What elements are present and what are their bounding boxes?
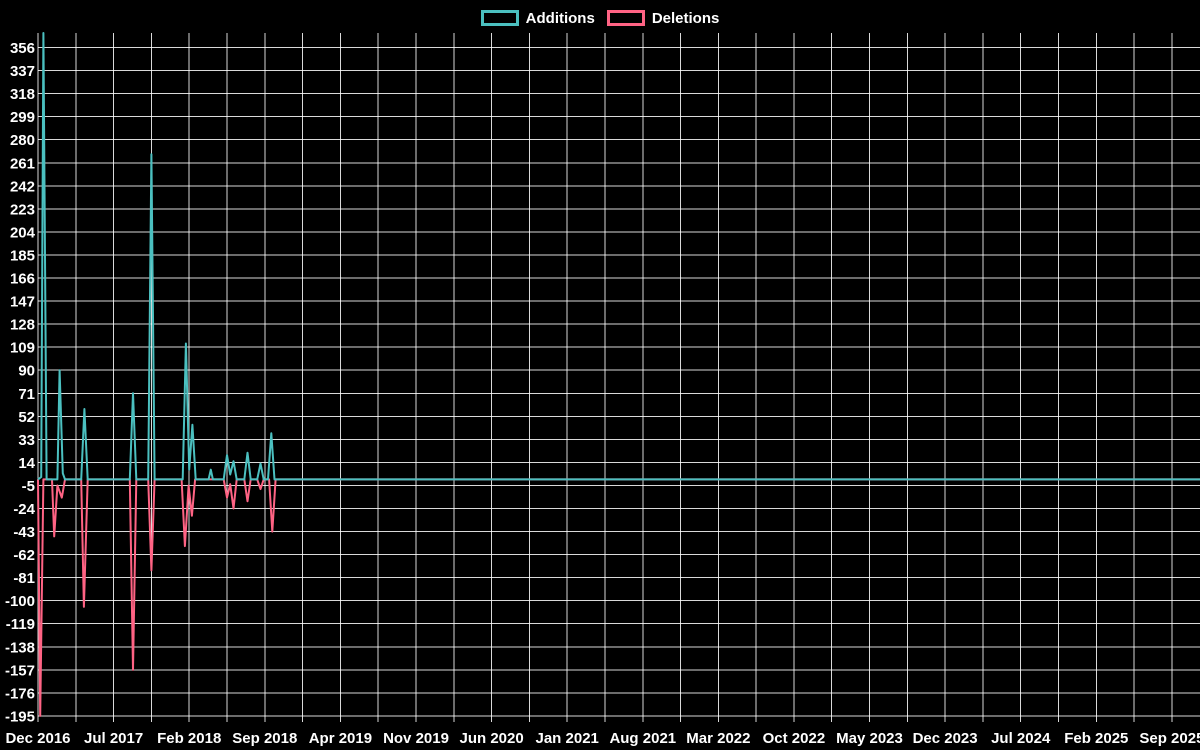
svg-text:Dec 2016: Dec 2016 xyxy=(5,730,70,747)
svg-text:71: 71 xyxy=(18,386,35,403)
svg-text:109: 109 xyxy=(10,340,35,357)
svg-text:-176: -176 xyxy=(5,685,35,702)
svg-text:-43: -43 xyxy=(13,524,35,541)
svg-text:14: 14 xyxy=(18,455,35,472)
svg-text:Sep 2018: Sep 2018 xyxy=(232,730,297,747)
svg-text:242: 242 xyxy=(10,178,35,195)
additions-legend-label: Additions xyxy=(525,9,595,27)
svg-text:Sep 2025: Sep 2025 xyxy=(1139,730,1200,747)
svg-text:356: 356 xyxy=(10,40,35,57)
svg-text:147: 147 xyxy=(10,294,35,311)
svg-text:-157: -157 xyxy=(5,662,35,679)
svg-text:Dec 2023: Dec 2023 xyxy=(913,730,978,747)
svg-text:337: 337 xyxy=(10,63,35,80)
svg-text:261: 261 xyxy=(10,155,35,172)
svg-text:-195: -195 xyxy=(5,708,35,725)
svg-text:Apr 2019: Apr 2019 xyxy=(309,730,372,747)
svg-text:185: 185 xyxy=(10,248,35,265)
svg-text:Jun 2020: Jun 2020 xyxy=(459,730,523,747)
svg-text:90: 90 xyxy=(18,363,35,380)
svg-text:204: 204 xyxy=(10,224,36,241)
svg-text:128: 128 xyxy=(10,317,35,334)
svg-text:-138: -138 xyxy=(5,639,35,656)
svg-text:Jul 2017: Jul 2017 xyxy=(84,730,143,747)
svg-text:52: 52 xyxy=(18,409,35,426)
deletions-swatch xyxy=(606,10,645,26)
svg-text:280: 280 xyxy=(10,132,35,149)
chart-legend: Additions Deletions xyxy=(0,8,1200,28)
legend-item-additions[interactable]: Additions xyxy=(480,9,595,27)
svg-text:-119: -119 xyxy=(6,616,35,633)
svg-text:318: 318 xyxy=(10,86,35,103)
svg-text:Oct 2022: Oct 2022 xyxy=(763,730,826,747)
svg-text:Mar 2022: Mar 2022 xyxy=(686,730,750,747)
deletions-legend-label: Deletions xyxy=(651,9,720,27)
svg-text:Nov 2019: Nov 2019 xyxy=(383,730,449,747)
svg-text:-62: -62 xyxy=(13,547,35,564)
svg-text:Aug 2021: Aug 2021 xyxy=(609,730,676,747)
svg-text:-24: -24 xyxy=(13,501,35,518)
svg-text:166: 166 xyxy=(10,271,35,288)
svg-text:223: 223 xyxy=(10,201,35,218)
svg-text:-81: -81 xyxy=(13,570,35,587)
svg-text:Jan 2021: Jan 2021 xyxy=(536,730,599,747)
svg-text:299: 299 xyxy=(10,109,35,126)
svg-text:Jul 2024: Jul 2024 xyxy=(991,730,1051,747)
svg-text:-5: -5 xyxy=(22,478,35,495)
svg-text:May 2023: May 2023 xyxy=(836,730,903,747)
additions-swatch xyxy=(480,10,519,26)
svg-text:33: 33 xyxy=(18,432,35,449)
svg-text:Feb 2025: Feb 2025 xyxy=(1064,730,1128,747)
svg-text:Feb 2018: Feb 2018 xyxy=(157,730,221,747)
svg-text:-100: -100 xyxy=(5,593,35,610)
legend-item-deletions[interactable]: Deletions xyxy=(606,9,720,27)
